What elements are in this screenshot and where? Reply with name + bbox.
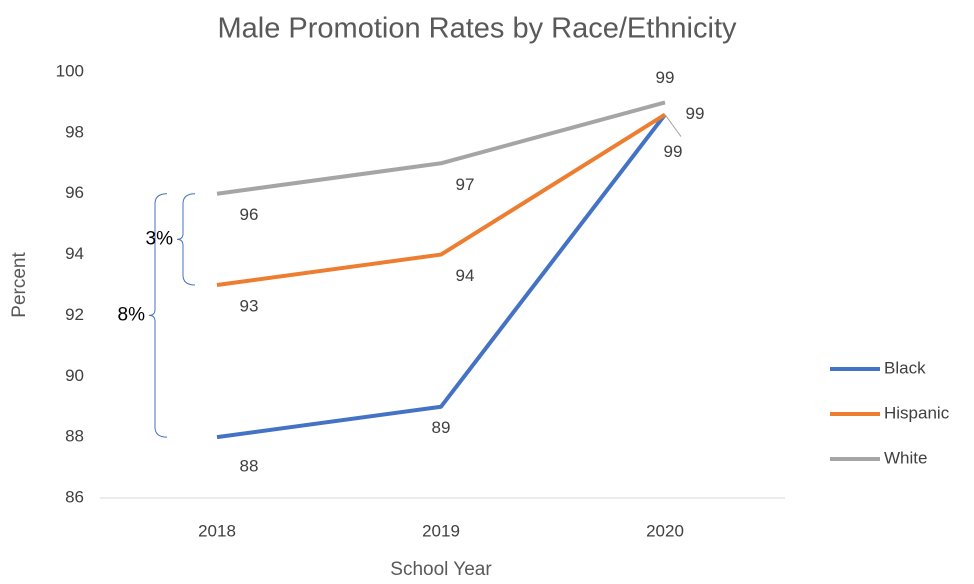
y-axis-title: Percent bbox=[9, 252, 30, 318]
y-tick-label: 98 bbox=[65, 122, 84, 141]
y-tick-label: 94 bbox=[65, 244, 84, 263]
y-tick-label: 96 bbox=[65, 183, 84, 202]
brace bbox=[176, 193, 196, 286]
y-tick-label: 92 bbox=[65, 305, 84, 324]
data-label: 99 bbox=[664, 142, 683, 161]
annotation: 3% bbox=[146, 228, 174, 249]
x-tick-label: 2020 bbox=[646, 521, 684, 540]
data-label: 96 bbox=[240, 205, 259, 224]
x-tick-label: 2019 bbox=[422, 521, 460, 540]
leader-line bbox=[664, 114, 682, 137]
data-label: 99 bbox=[656, 68, 675, 87]
x-axis-title: School Year bbox=[390, 559, 492, 580]
y-tick-label: 86 bbox=[65, 487, 84, 506]
data-label: 88 bbox=[240, 457, 259, 476]
data-label: 89 bbox=[432, 418, 451, 437]
legend-label: White bbox=[884, 448, 927, 467]
data-label: 93 bbox=[240, 296, 259, 315]
x-tick-label: 2018 bbox=[198, 521, 236, 540]
chart-title: Male Promotion Rates by Race/Ethnicity bbox=[218, 13, 737, 45]
data-label: 99 bbox=[686, 104, 705, 123]
data-label: 97 bbox=[456, 175, 475, 194]
y-tick-label: 100 bbox=[56, 61, 84, 80]
brace bbox=[148, 193, 168, 438]
annotation: 8% bbox=[118, 304, 146, 325]
data-label: 94 bbox=[456, 266, 475, 285]
series-line bbox=[216, 113, 667, 440]
y-tick-label: 90 bbox=[65, 366, 84, 385]
legend-label: Black bbox=[884, 358, 926, 377]
series-line bbox=[216, 112, 667, 287]
series-line bbox=[216, 100, 666, 196]
legend-label: Hispanic bbox=[884, 403, 950, 422]
y-tick-label: 88 bbox=[65, 427, 84, 446]
